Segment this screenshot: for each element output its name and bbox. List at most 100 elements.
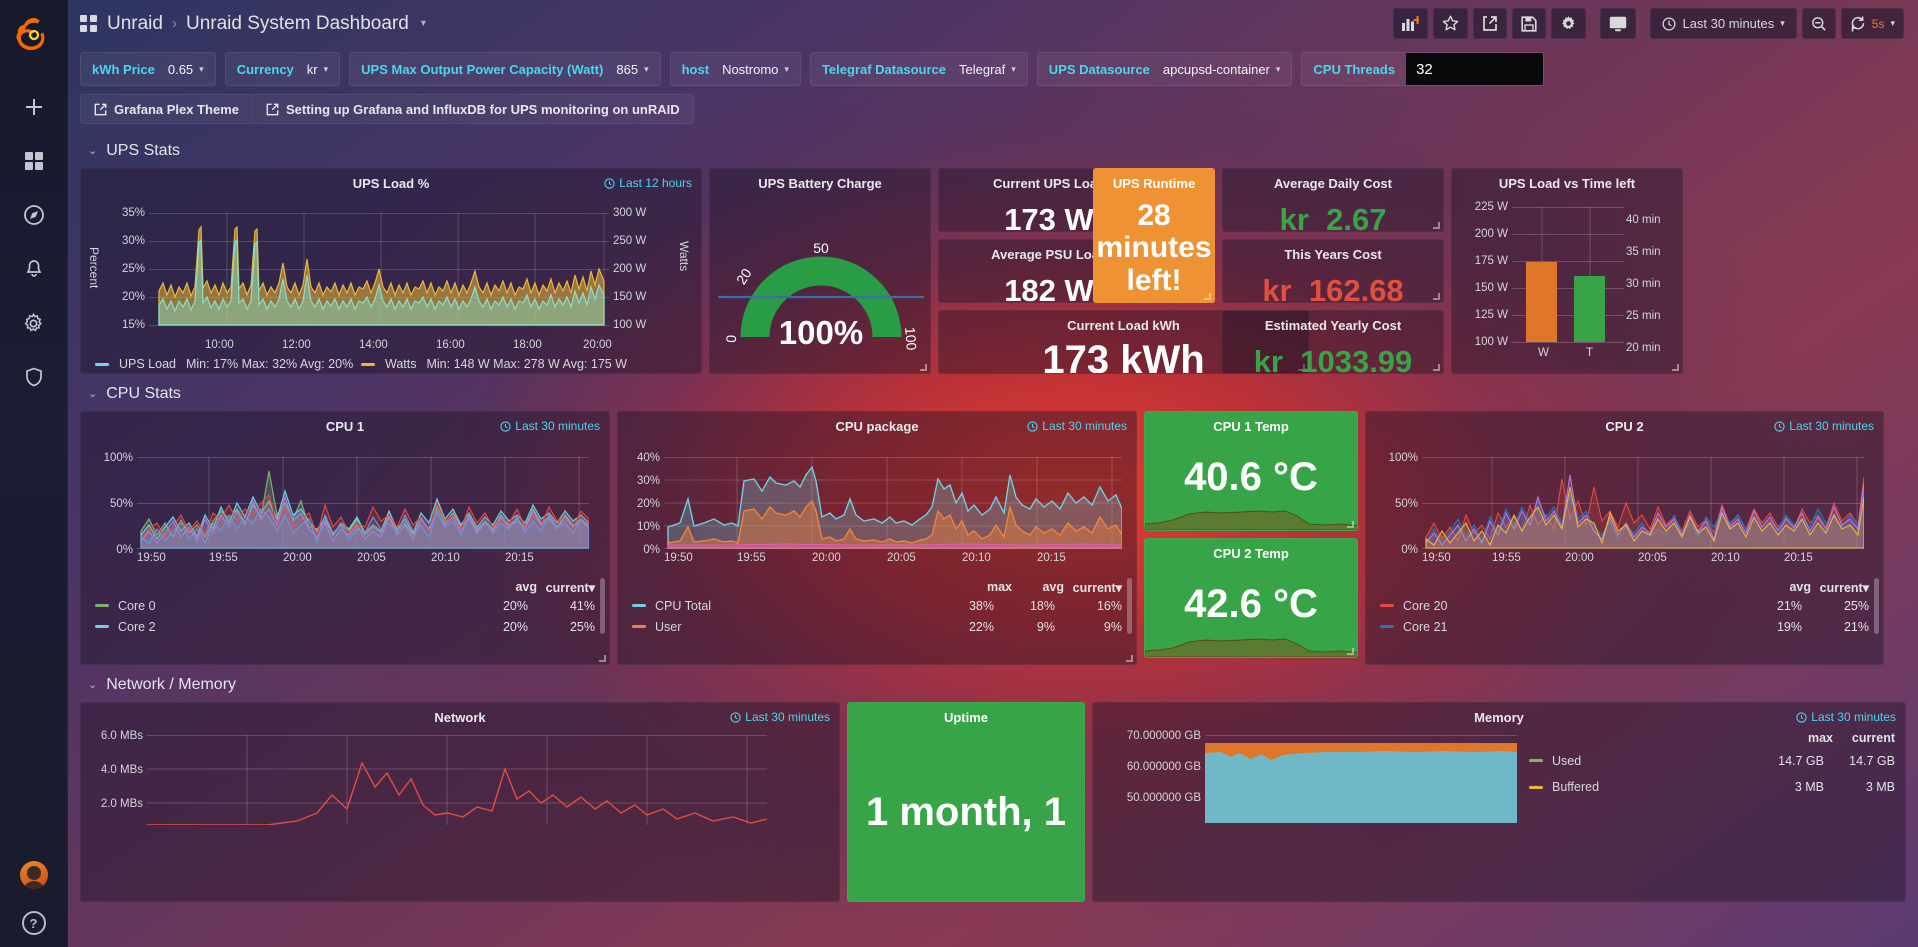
legend-row[interactable]: Core 0 20% 41% — [95, 595, 595, 616]
panel-network[interactable]: Network Last 30 minutes 6.0 MBs 4.0 MBs … — [80, 702, 840, 902]
avatar[interactable] — [19, 861, 48, 889]
dashboard-link-ups-monitoring-guide[interactable]: Setting up Grafana and InfluxDB for UPS … — [252, 95, 693, 123]
breadcrumb-current[interactable]: Unraid System Dashboard — [185, 12, 409, 34]
panel-resize-handle[interactable] — [1433, 222, 1440, 229]
variable-telegraf-datasource[interactable]: Telegraf Datasource Telegraf ▾ — [809, 52, 1028, 86]
panel-ups-load-percent[interactable]: UPS Load % Last 12 hours Percent 35% 30%… — [80, 168, 702, 374]
time-range-picker[interactable]: Last 30 minutes ▾ — [1650, 8, 1797, 39]
variable-host[interactable]: host Nostromo ▾ — [669, 52, 801, 86]
configuration-gear-icon[interactable] — [21, 310, 47, 336]
legend-row[interactable]: Core 2 20% 25% — [95, 616, 595, 637]
y-axis-ticks: 100% 50% 0% — [103, 452, 133, 556]
panel-cpu-2-temp[interactable]: CPU 2 Temp 42.6 °C — [1144, 538, 1358, 658]
legend-row[interactable]: Core 20 21% 25% — [1380, 595, 1869, 616]
panel-resize-handle[interactable] — [1433, 293, 1440, 300]
panel-this-years-cost[interactable]: This Years Cost kr 162.68 — [1222, 239, 1444, 303]
legend-watts[interactable]: Watts Min: 148 W Max: 278 W Avg: 175 W — [361, 357, 627, 371]
legend-scrollbar[interactable] — [1127, 578, 1132, 634]
panel-ups-battery-charge[interactable]: UPS Battery Charge 50 20 0 100 100% — [709, 168, 931, 374]
panel-ups-load-vs-time-left[interactable]: UPS Load vs Time left 225 W 200 W 175 W … — [1451, 168, 1683, 374]
panel-resize-handle[interactable] — [1298, 364, 1305, 371]
explore-compass-icon[interactable] — [21, 202, 47, 228]
variable-cpu-threads[interactable]: CPU Threads — [1301, 52, 1545, 86]
legend-col-max[interactable]: max — [1807, 731, 1833, 745]
legend-row[interactable]: Used 14.7 GB 14.7 GB — [1529, 745, 1895, 776]
panel-current-load-kwh[interactable]: Current Load kWh 173 kWh — [938, 310, 1309, 374]
dashboard-settings-button[interactable] — [1551, 8, 1587, 39]
legend-col-current[interactable]: current▾ — [1819, 581, 1869, 595]
variable-value[interactable]: 865 ▾ — [616, 61, 649, 77]
chevron-down-icon: ▾ — [199, 63, 204, 74]
panel-resize-handle[interactable] — [1347, 521, 1354, 528]
panel-resize-handle[interactable] — [1126, 655, 1133, 662]
legend-row[interactable]: CPU Total 38% 18% 16% — [632, 595, 1122, 616]
legend-col-current[interactable]: current — [1851, 731, 1895, 745]
variable-value[interactable]: Telegraf ▾ — [958, 61, 1016, 77]
variable-value[interactable]: kr ▾ — [306, 61, 329, 77]
mark-favorite-button[interactable] — [1433, 8, 1469, 39]
legend-cpu-package[interactable]: max avg current▾ CPU Total 38% 18% 16% U… — [632, 580, 1122, 637]
tv-kiosk-button[interactable] — [1600, 8, 1637, 39]
legend-col-avg[interactable]: avg — [1042, 580, 1064, 594]
panel-estimated-yearly-cost[interactable]: Estimated Yearly Cost kr 1033.99 — [1222, 310, 1444, 374]
zoom-out-time-button[interactable] — [1801, 8, 1836, 39]
panel-cpu-package[interactable]: CPU package Last 30 minutes 40% 30% 20% … — [617, 411, 1137, 665]
row-header-ups-stats[interactable]: ⌄ UPS Stats — [88, 135, 1906, 166]
legend-scrollbar[interactable] — [600, 578, 605, 634]
legend-col-avg[interactable]: avg — [515, 580, 537, 594]
variable-currency[interactable]: Currency kr ▾ — [224, 52, 341, 86]
variable-value[interactable]: apcupsd-container ▾ — [1162, 61, 1281, 77]
panel-resize-handle[interactable] — [1433, 364, 1440, 371]
dashboards-icon[interactable] — [21, 148, 47, 174]
panel-memory[interactable]: Memory Last 30 minutes 70.000000 GB 60.0… — [1092, 702, 1906, 902]
legend-col-current[interactable]: current▾ — [545, 581, 595, 595]
grafana-logo-icon[interactable] — [12, 12, 56, 56]
variable-value[interactable]: Nostromo ▾ — [722, 61, 789, 77]
help-icon[interactable]: ? — [21, 911, 46, 935]
variable-ups-datasource[interactable]: UPS Datasource apcupsd-container ▾ — [1036, 52, 1293, 86]
row-header-network-memory[interactable]: ⌄ Network / Memory — [88, 669, 1906, 700]
legend-col-max[interactable]: max — [986, 580, 1012, 594]
external-link-icon — [266, 103, 279, 115]
panel-resize-handle[interactable] — [920, 364, 927, 371]
breadcrumb-caret-icon[interactable]: ▾ — [420, 18, 426, 29]
server-admin-shield-icon[interactable] — [21, 364, 47, 390]
panel-time-range: Last 30 minutes — [1027, 419, 1127, 433]
legend-row[interactable]: Core 21 19% 21% — [1380, 616, 1869, 637]
legend-row[interactable]: Buffered 3 MB 3 MB — [1529, 776, 1895, 798]
variable-value[interactable]: 0.65 ▾ — [167, 61, 204, 77]
breadcrumb-root[interactable]: Unraid — [107, 12, 163, 34]
alerting-bell-icon[interactable] — [21, 256, 47, 282]
legend-col-current[interactable]: current▾ — [1072, 581, 1122, 595]
panel-resize-handle[interactable] — [1347, 648, 1354, 655]
variable-kwh-price[interactable]: kWh Price 0.65 ▾ — [80, 52, 216, 86]
panel-average-daily-cost[interactable]: Average Daily Cost kr 2.67 — [1222, 168, 1444, 232]
panel-resize-handle[interactable] — [1204, 293, 1211, 300]
panel-ups-runtime[interactable]: UPS Runtime 28 minutes left! — [1093, 168, 1215, 303]
panel-resize-handle[interactable] — [1672, 364, 1679, 371]
refresh-dashboard-button[interactable]: 5s ▾ — [1840, 8, 1904, 39]
legend-cpu-2[interactable]: avg current▾ Core 20 21% 25% Core 21 19%… — [1380, 580, 1869, 637]
legend-col-avg[interactable]: avg — [1789, 580, 1811, 594]
save-dashboard-button[interactable] — [1512, 8, 1547, 39]
row-header-cpu-stats[interactable]: ⌄ CPU Stats — [88, 378, 1906, 409]
apps-grid-icon[interactable] — [80, 15, 97, 32]
legend-cpu-1[interactable]: avg current▾ Core 0 20% 41% Core 2 20% 2… — [95, 580, 595, 637]
legend-ups-load[interactable]: UPS Load Min: 17% Max: 32% Avg: 20% — [95, 357, 353, 371]
refresh-caret-icon: ▾ — [1890, 18, 1895, 28]
cpu-threads-input[interactable] — [1406, 53, 1544, 85]
panel-cpu-2[interactable]: CPU 2 Last 30 minutes 100% 50% 0% — [1365, 411, 1884, 665]
panel-cpu-1-temp[interactable]: CPU 1 Temp 40.6 °C — [1144, 411, 1358, 531]
panel-resize-handle[interactable] — [599, 655, 606, 662]
create-plus-icon[interactable] — [21, 94, 47, 120]
panel-cpu-1[interactable]: CPU 1 Last 30 minutes 100% 50% 0% — [80, 411, 610, 665]
svg-text:0: 0 — [723, 334, 739, 343]
dashboard-link-grafana-plex-theme[interactable]: Grafana Plex Theme — [81, 95, 252, 123]
add-panel-button[interactable] — [1393, 8, 1429, 39]
legend-row[interactable]: User 22% 9% 9% — [632, 616, 1122, 637]
legend-memory[interactable]: max current Used 14.7 GB 14.7 GB Buffere… — [1529, 731, 1895, 798]
variable-ups-max-output-power-capacity[interactable]: UPS Max Output Power Capacity (Watt) 865… — [349, 52, 661, 86]
legend-scrollbar[interactable] — [1874, 578, 1879, 634]
share-dashboard-button[interactable] — [1473, 8, 1508, 39]
panel-uptime[interactable]: Uptime 1 month, 1 — [847, 702, 1085, 902]
